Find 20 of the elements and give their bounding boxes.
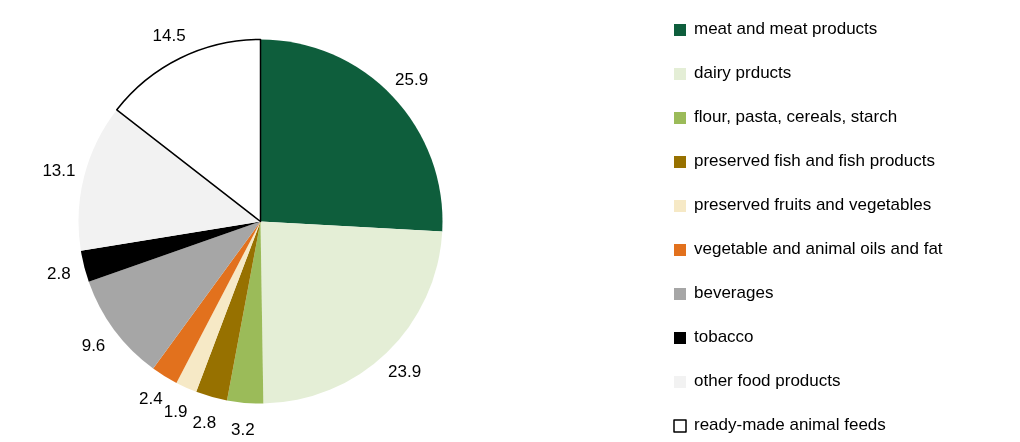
data-label: 9.6 xyxy=(81,336,106,356)
data-label: 23.9 xyxy=(388,362,422,382)
legend-label: beverages xyxy=(694,283,774,303)
legend-label: tobacco xyxy=(694,327,754,347)
legend-label: ready-made animal feeds xyxy=(694,415,886,435)
legend-label: flour, pasta, cereals, starch xyxy=(694,107,898,127)
data-label: 13.1 xyxy=(42,161,76,181)
data-label: 1.9 xyxy=(163,402,188,422)
legend-label: other food products xyxy=(694,371,841,391)
data-label: 2.4 xyxy=(138,389,163,409)
data-label: 14.5 xyxy=(152,25,186,45)
data-label: 2.8 xyxy=(47,263,71,283)
data-label: 2.8 xyxy=(192,412,217,432)
legend-label: meat and meat products xyxy=(694,19,878,39)
legend-label: preserved fish and fish products xyxy=(694,151,935,171)
data-label: 3.2 xyxy=(231,419,255,439)
legend-label: preserved fruits and vegetables xyxy=(694,195,932,215)
legend-label: vegetable and animal oils and fat xyxy=(694,239,943,259)
legend-label: dairy prducts xyxy=(694,63,792,83)
data-label: 25.9 xyxy=(395,69,429,89)
